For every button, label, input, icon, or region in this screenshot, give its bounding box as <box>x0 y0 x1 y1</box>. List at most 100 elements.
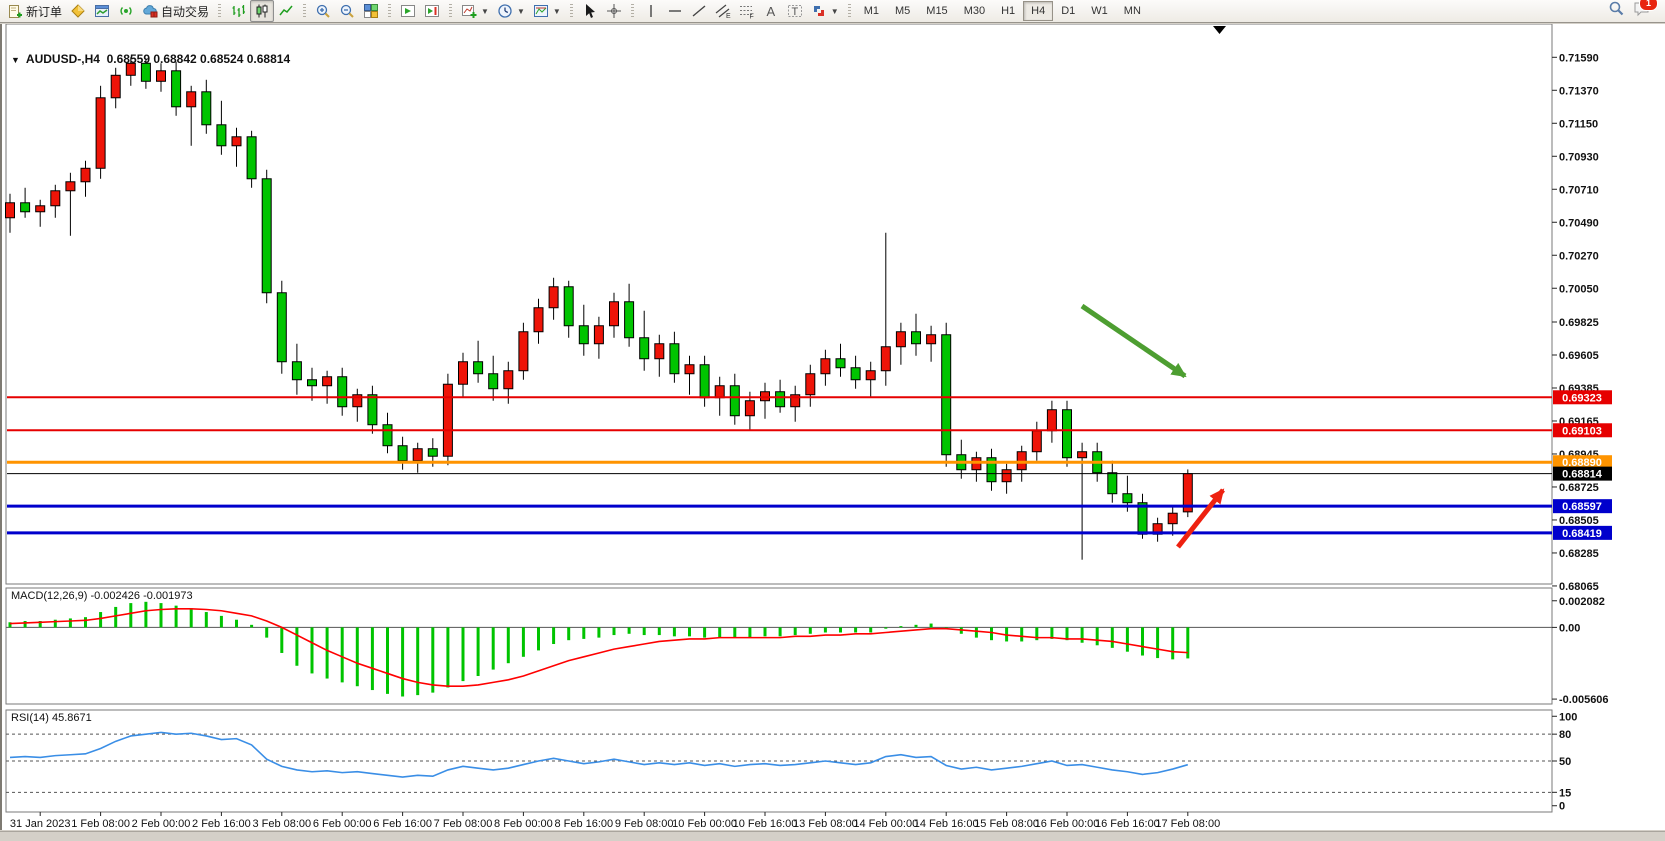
bear-candle <box>473 361 484 375</box>
bull-candle <box>458 361 468 385</box>
crosshair-icon <box>606 3 622 19</box>
chart-shift-button[interactable] <box>420 0 444 22</box>
toolbar-grip <box>630 3 634 19</box>
bear-candle <box>367 394 378 426</box>
trendline-icon <box>691 3 707 19</box>
tile-windows-button[interactable] <box>359 0 383 22</box>
bear-candle <box>397 445 408 462</box>
line-chart-mode-button[interactable] <box>274 0 298 22</box>
macd-indicator: 0.002082 0.00 -0.005606 <box>6 596 1609 706</box>
chart-ohlc: 0.68559 0.68842 0.68524 0.68814 <box>106 52 291 66</box>
notifications-button[interactable]: 1 <box>1633 0 1658 22</box>
signal-button[interactable] <box>114 0 138 22</box>
status-bar <box>0 831 1665 841</box>
periods-button[interactable]: ▼ <box>493 0 529 22</box>
bull-candle <box>35 205 46 213</box>
chart-window-icon <box>94 3 110 19</box>
svg-text:3 Feb 08:00: 3 Feb 08:00 <box>252 818 311 830</box>
bull-candle <box>609 301 619 327</box>
bull-candle <box>352 394 363 408</box>
chevron-down-icon: ▼ <box>830 6 839 16</box>
svg-text:0.69323: 0.69323 <box>1562 392 1602 404</box>
macd-signal-line <box>9 608 1188 688</box>
bull-candle <box>412 448 423 462</box>
timeframe-h1-button[interactable]: H1 <box>1001 5 1016 17</box>
candlestick-mode-button[interactable] <box>250 0 275 22</box>
bull-candle <box>156 70 166 82</box>
svg-text:0.68419: 0.68419 <box>1562 528 1602 540</box>
bull-candle <box>322 376 333 387</box>
svg-text:16 Feb 16:00: 16 Feb 16:00 <box>1095 818 1160 830</box>
bull-candle <box>593 325 604 345</box>
auto-trading-button[interactable]: 自动交易 <box>138 0 213 22</box>
vertical-line-tool-button[interactable] <box>639 0 663 22</box>
templates-button[interactable]: ▼ <box>529 0 565 22</box>
timeframe-w1-button[interactable]: W1 <box>1091 5 1108 17</box>
rsi-label: RSI(14) 45.8671 <box>11 712 92 724</box>
fibonacci-tool-button[interactable]: F <box>735 0 759 22</box>
bull-candle <box>95 97 106 169</box>
text-tool-button[interactable]: A <box>759 0 783 22</box>
zoom-out-button[interactable] <box>335 0 359 22</box>
indicators-button[interactable]: ▼ <box>457 0 493 22</box>
bull-candle <box>533 307 544 333</box>
chevron-down-icon: ▼ <box>552 6 561 16</box>
channel-tool-button[interactable]: E <box>711 0 735 22</box>
svg-text:7 Feb 08:00: 7 Feb 08:00 <box>434 818 493 830</box>
bull-candle <box>760 391 770 402</box>
bull-candle <box>654 343 665 360</box>
trendline-tool-button[interactable] <box>687 0 711 22</box>
auto-trading-icon <box>142 3 158 19</box>
bull-candle <box>684 364 695 375</box>
arrows-icon <box>811 3 827 19</box>
chart-canvas[interactable]: 0.71590 0.71370 0.71150 0.70930 0.70710 0.704… <box>2 24 1665 840</box>
svg-text:1 Feb 08:00: 1 Feb 08:00 <box>71 818 130 830</box>
text-icon: A <box>763 3 779 19</box>
crosshair-tool-button[interactable] <box>602 0 626 22</box>
chart-menu-marker-icon[interactable]: ▼ <box>11 55 20 65</box>
svg-text:0.68725: 0.68725 <box>1559 482 1599 494</box>
svg-text:A: A <box>766 4 775 19</box>
market-watch-button[interactable] <box>66 0 90 22</box>
timeframe-mn-button[interactable]: MN <box>1123 5 1141 17</box>
svg-text:9 Feb 08:00: 9 Feb 08:00 <box>615 818 674 830</box>
bear-candle <box>276 292 287 363</box>
text-label-tool-button[interactable]: T <box>783 0 807 22</box>
bear-candle <box>20 202 31 213</box>
bar-chart-mode-button[interactable] <box>226 0 250 22</box>
bull-candle <box>790 394 801 408</box>
new-order-button[interactable]: 新订单 <box>4 0 66 22</box>
chevron-down-icon: ▼ <box>481 6 489 16</box>
svg-text:6 Feb 00:00: 6 Feb 00:00 <box>313 818 372 830</box>
svg-text:50: 50 <box>1559 756 1571 768</box>
svg-text:T: T <box>791 6 798 18</box>
auto-scroll-button[interactable] <box>396 0 420 22</box>
bull-candle <box>548 286 559 309</box>
toolbar-grip <box>569 3 573 19</box>
cursor-tool-button[interactable] <box>578 0 602 22</box>
timeframe-h4-button[interactable]: H4 <box>1023 1 1054 21</box>
svg-text:0.71150: 0.71150 <box>1559 118 1598 130</box>
zoom-in-icon <box>315 3 331 19</box>
bear-candle <box>201 91 212 126</box>
svg-text:8 Feb 00:00: 8 Feb 00:00 <box>494 818 553 830</box>
horizontal-line-tool-button[interactable] <box>663 0 687 22</box>
bear-candle <box>488 373 499 390</box>
bull-candle <box>805 373 816 396</box>
svg-text:80: 80 <box>1559 729 1571 741</box>
zoom-in-button[interactable] <box>311 0 335 22</box>
timeframe-m5-button[interactable]: M5 <box>895 5 911 17</box>
bear-candle <box>669 343 680 375</box>
svg-text:0.68285: 0.68285 <box>1559 548 1599 560</box>
timeframe-m1-button[interactable]: M1 <box>863 5 879 17</box>
chart-window-button[interactable] <box>90 0 114 22</box>
search-icon[interactable] <box>1608 0 1625 22</box>
timeframe-m30-button[interactable]: M30 <box>963 5 986 17</box>
timeframe-d1-button[interactable]: D1 <box>1061 5 1076 17</box>
svg-text:10 Feb 16:00: 10 Feb 16:00 <box>733 818 798 830</box>
svg-text:10 Feb 00:00: 10 Feb 00:00 <box>672 818 737 830</box>
time-axis[interactable]: 31 Jan 2023 1 Feb 08:00 2 Feb 00:00 2 Feb 1… <box>10 812 1220 830</box>
arrows-tool-button[interactable]: ▼ <box>807 0 843 22</box>
timeframe-m15-button[interactable]: M15 <box>926 5 948 17</box>
chart-window[interactable]: 0.71590 0.71370 0.71150 0.70930 0.70710 0.704… <box>0 24 1665 830</box>
